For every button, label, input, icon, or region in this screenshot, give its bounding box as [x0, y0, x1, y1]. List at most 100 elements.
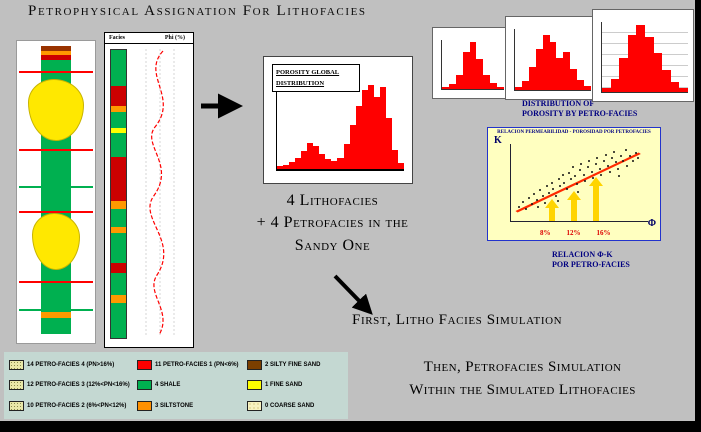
scatter-point [559, 184, 562, 187]
up-arrow-icon [545, 199, 560, 221]
legend-swatch-speckle [9, 380, 24, 391]
histogram-bar [521, 81, 529, 90]
scatter-point [551, 181, 554, 184]
scatter-point [637, 156, 640, 159]
scatter-point [575, 183, 578, 186]
legend-label: 1 FINE SAND [265, 382, 303, 389]
facies-strip [110, 49, 127, 339]
histogram-bar [397, 162, 404, 169]
legend-label: 0 COARSE SAND [265, 402, 315, 409]
legend-swatch-speckle [9, 360, 24, 371]
marker-line [19, 309, 93, 311]
phi-log-curve [145, 49, 175, 337]
lithology-column-panel [16, 40, 96, 344]
scatter-point [607, 164, 610, 167]
scatter-point [599, 167, 602, 170]
pct-label-8: 8% [540, 229, 551, 237]
scatter-point [563, 181, 566, 184]
scatter-point [596, 156, 599, 159]
histogram-bar [385, 117, 392, 169]
scatter-point [629, 155, 632, 158]
scatter-point [615, 161, 618, 164]
scatter-point [586, 166, 589, 169]
scatter-point [619, 154, 622, 157]
scatter-point [588, 159, 591, 162]
petrofacies-histogram-bars-3 [601, 22, 688, 93]
pct-label-16: 16% [596, 229, 611, 237]
histogram-bar [448, 84, 456, 89]
relacion-caption: RELACION Φ-K POR PETRO-FACIES [552, 250, 682, 270]
legend-swatch-pale [247, 400, 262, 411]
scatter-point [537, 206, 540, 209]
statement-line3: Sandy One [294, 236, 371, 254]
histogram-bar [636, 24, 645, 92]
page-title: Petrophysical Assignation For Lithofacie… [28, 3, 367, 19]
scatter-point [612, 150, 615, 153]
relacion-caption-line1: RELACION Φ-K [552, 250, 613, 259]
distribution-caption-line1: DISTRIBUTION OF [522, 99, 595, 108]
scatter-point [541, 195, 544, 198]
scatter-point [548, 192, 551, 195]
porosity-global-histogram-title: POROSITY GLOBAL DISTRIBUTION [272, 64, 360, 93]
histogram-bar [584, 86, 591, 90]
flow-arrow-right-icon [201, 93, 243, 119]
histogram-bar [307, 142, 314, 169]
histogram-bar [469, 42, 477, 89]
scatter-point [566, 188, 569, 191]
histogram-bar [497, 86, 505, 89]
facies-log-header: Facies Phi (%) [105, 33, 193, 44]
histogram-bar [277, 166, 284, 169]
legend-item: 4 SHALE [137, 380, 247, 391]
lith-segment [111, 112, 126, 128]
histogram-bar [361, 89, 368, 169]
legend-swatch-green [137, 380, 152, 391]
lith-segment [41, 51, 71, 55]
histogram-bar [391, 149, 398, 169]
porosity-global-histogram-bars [276, 81, 404, 171]
scatter-point [583, 179, 586, 182]
lith-segment [111, 106, 126, 112]
scatter-point [594, 163, 597, 166]
histogram-bar [662, 69, 671, 92]
scatter-point [618, 175, 621, 178]
up-arrow-icon [588, 177, 603, 221]
legend-item: 10 PETRO-FACIES 2 (6%<PN<12%) [9, 400, 137, 411]
scatter-point [555, 194, 558, 197]
up-arrow-icon [567, 191, 582, 221]
scatter-point [538, 189, 541, 192]
scatter-point [600, 173, 603, 176]
legend-label: 4 SHALE [155, 382, 181, 389]
legend-label: 2 SILTY FINE SAND [265, 362, 321, 369]
lith-segment [41, 55, 71, 60]
histogram-bar [528, 66, 536, 90]
lith-segment [111, 86, 126, 106]
porosity-cutoff-labels: 8% 12% 16% [540, 229, 611, 237]
legend-label: 11 PETRO-FACIES 1 (PN<6%) [155, 362, 239, 369]
scatter-point [552, 187, 555, 190]
scatter-point [571, 166, 574, 169]
scatter-point [525, 208, 528, 211]
histogram-bar [542, 35, 550, 90]
legend-item: 1 FINE SAND [247, 380, 343, 391]
scatter-point [545, 185, 548, 188]
scatter-point [611, 156, 614, 159]
histogram-bar [325, 159, 332, 169]
histogram-bar [379, 87, 386, 169]
legend-swatch-yellow [247, 380, 262, 391]
histogram-bar [577, 80, 585, 90]
histogram-bar [563, 52, 571, 90]
k-axis-label: K [494, 135, 502, 146]
scatter-point [530, 203, 533, 206]
scatter-point [527, 196, 530, 199]
legend-label: 14 PETRO-FACIES 4 (PN>16%) [27, 362, 115, 369]
trend-line [515, 152, 641, 213]
scatter-point [579, 163, 582, 166]
histogram-bar [337, 157, 344, 169]
lith-segment [111, 201, 126, 209]
scatter-point [578, 169, 581, 172]
lithology-marker-lines [17, 41, 95, 343]
petrofacies-histogram-bars-1 [441, 40, 505, 90]
histogram-bar [549, 42, 557, 90]
legend-item: 0 COARSE SAND [247, 400, 343, 411]
